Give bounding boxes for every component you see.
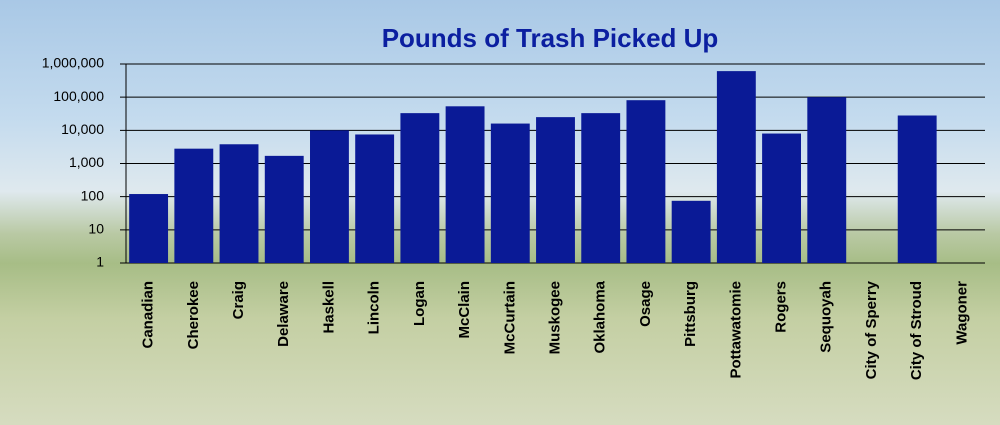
bar (174, 149, 213, 263)
bar (310, 130, 349, 263)
x-tick-label: Canadian (140, 281, 157, 349)
x-tick-label: Logan (411, 281, 428, 326)
bar (581, 113, 620, 263)
bar (762, 134, 801, 263)
bar (626, 100, 665, 263)
bar (220, 144, 259, 263)
bar (717, 71, 756, 263)
y-tick-label: 10 (88, 221, 104, 237)
x-tick-label: Delaware (275, 281, 292, 347)
x-tick-label: Sequoyah (818, 281, 835, 353)
y-tick-label: 100,000 (53, 88, 104, 104)
bar (129, 194, 168, 263)
bar (446, 106, 485, 263)
x-tick-label: Pottawatomie (727, 281, 744, 379)
x-tick-label: Oklahoma (592, 280, 609, 353)
x-tick-label: Haskell (320, 281, 337, 334)
x-tick-label: Rogers (773, 281, 790, 333)
bar (400, 113, 439, 263)
y-tick-label: 100 (81, 187, 105, 203)
x-tick-label: Cherokee (185, 281, 202, 349)
y-tick-label: 10,000 (61, 121, 104, 137)
x-tick-label: Pittsburg (682, 281, 699, 347)
y-tick-label: 1 (96, 254, 104, 270)
chart-title: Pounds of Trash Picked Up (382, 23, 719, 53)
bar (491, 124, 530, 263)
x-tick-label: McCurtain (501, 281, 518, 354)
chart: Pounds of Trash Picked Up 1 10 100 1,000 10,… (0, 0, 1000, 425)
x-tick-label: City of Sperry (863, 280, 880, 379)
bar (355, 134, 394, 263)
x-tick-label: Muskogee (546, 281, 563, 354)
x-tick-label: McClain (456, 281, 473, 339)
bar (672, 201, 711, 263)
x-tick-label: Craig (230, 281, 247, 319)
bar (265, 156, 304, 263)
x-tick-label: City of Stroud (908, 281, 925, 380)
bar (807, 97, 846, 263)
x-tick-label: Lincoln (366, 281, 383, 334)
bar (898, 116, 937, 263)
x-tick-label: Osage (637, 281, 654, 327)
y-tick-label: 1,000 (69, 154, 104, 170)
x-tick-label: Wagoner (953, 281, 970, 345)
bar (536, 117, 575, 263)
y-tick-label: 1,000,000 (42, 55, 104, 71)
